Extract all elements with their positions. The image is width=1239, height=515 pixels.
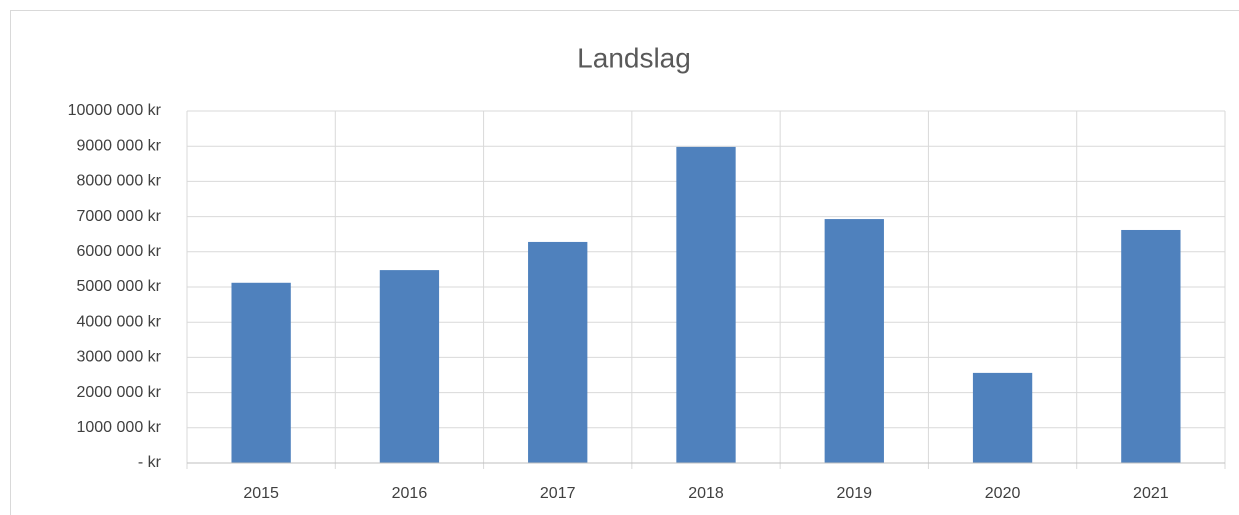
y-tick-label: 10000 000 kr <box>68 102 162 119</box>
y-tick-label: 6000 000 kr <box>76 243 161 260</box>
y-tick-label: 7000 000 kr <box>76 208 161 225</box>
y-tick-label: 5000 000 kr <box>76 278 161 295</box>
bar <box>231 282 291 463</box>
y-tick-label: 9000 000 kr <box>76 137 161 154</box>
x-tick-label: 2021 <box>1133 485 1169 502</box>
x-tick-label: 2020 <box>985 485 1021 502</box>
bar <box>676 146 736 464</box>
x-tick-label: 2018 <box>688 485 724 502</box>
y-tick-label: 8000 000 kr <box>76 173 161 190</box>
x-tick-label: 2015 <box>243 485 279 502</box>
bar <box>379 270 440 463</box>
chart-border <box>10 10 1239 515</box>
y-tick-label: 4000 000 kr <box>76 313 161 330</box>
chart-title: Landslag <box>577 42 691 73</box>
y-tick-label: 2000 000 kr <box>76 384 161 401</box>
bar <box>972 372 1033 463</box>
x-tick-label: 2019 <box>836 485 872 502</box>
y-tick-label: 1000 000 kr <box>76 419 161 436</box>
x-tick-label: 2017 <box>540 485 576 502</box>
x-tick-label: 2016 <box>392 485 428 502</box>
bar <box>824 219 884 463</box>
bar <box>528 241 588 463</box>
y-tick-label: 3000 000 kr <box>76 349 161 366</box>
y-tick-label: - kr <box>138 454 162 471</box>
bar <box>1121 229 1181 463</box>
